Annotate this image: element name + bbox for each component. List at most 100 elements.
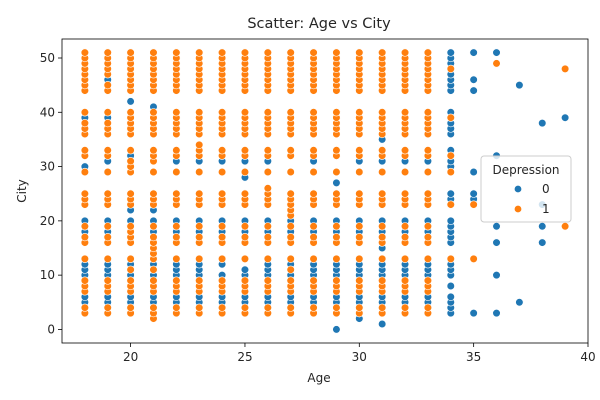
data-point-series-1	[240, 254, 250, 263]
data-point-series-1	[240, 146, 250, 155]
data-point-series-0	[515, 81, 524, 90]
legend-label-1: 1	[542, 202, 550, 216]
data-point-series-1	[240, 276, 250, 285]
data-point-series-1	[263, 276, 272, 285]
data-point-series-1	[378, 303, 387, 312]
data-point-series-1	[80, 146, 89, 155]
data-point-series-1	[423, 146, 433, 155]
data-point-series-1	[103, 303, 112, 312]
data-point-series-0	[492, 48, 501, 57]
data-point-series-1	[195, 254, 204, 263]
data-point-series-1	[469, 254, 478, 263]
legend-title: Depression	[492, 163, 559, 177]
data-point-series-0	[332, 178, 341, 187]
data-point-series-1	[355, 233, 364, 242]
data-point-series-1	[332, 167, 341, 177]
data-point-series-1	[561, 64, 570, 73]
data-point-series-1	[172, 189, 181, 198]
data-point-series-1	[332, 48, 341, 57]
data-point-series-1	[172, 167, 181, 177]
data-point-series-1	[80, 254, 89, 263]
data-point-series-1	[355, 222, 364, 231]
data-point-series-1	[195, 189, 204, 198]
data-point-series-0	[469, 86, 478, 95]
data-point-series-0	[492, 222, 501, 231]
legend: Depression 0 1	[480, 155, 572, 223]
data-point-series-1	[240, 167, 250, 177]
x-tick-label: 35	[466, 350, 481, 364]
data-point-series-1	[286, 146, 295, 155]
x-tick-label: 40	[580, 350, 595, 364]
data-point-series-1	[263, 48, 272, 57]
data-point-series-1	[126, 108, 135, 117]
data-point-series-1	[217, 303, 227, 312]
data-point-series-1	[286, 108, 295, 117]
data-point-series-1	[149, 276, 158, 285]
data-point-series-1	[195, 108, 204, 117]
data-point-series-1	[423, 276, 433, 285]
data-point-series-1	[286, 303, 295, 312]
data-point-series-1	[172, 254, 181, 263]
data-point-series-1	[332, 189, 341, 198]
data-point-series-1	[446, 254, 455, 263]
data-point-series-1	[195, 233, 204, 242]
y-tick-label: 30	[40, 160, 55, 174]
data-point-series-1	[309, 146, 318, 155]
data-point-series-1	[195, 140, 204, 149]
data-point-series-1	[149, 189, 158, 198]
legend-marker-1	[513, 204, 523, 214]
data-point-series-1	[423, 222, 433, 231]
y-tick-label: 10	[40, 268, 55, 282]
data-point-series-1	[378, 233, 387, 242]
data-point-series-1	[423, 48, 433, 57]
data-point-series-1	[126, 157, 135, 166]
data-point-series-0	[332, 325, 341, 334]
data-point-series-0	[446, 216, 455, 225]
data-point-series-1	[286, 189, 295, 198]
data-point-series-0	[446, 48, 455, 57]
data-point-series-1	[103, 222, 112, 231]
data-point-series-1	[103, 189, 112, 198]
data-point-series-1	[400, 233, 410, 242]
data-point-series-1	[423, 303, 433, 312]
data-point-series-1	[378, 167, 387, 177]
data-point-series-1	[423, 189, 433, 198]
data-point-series-1	[80, 233, 89, 242]
data-point-series-1	[103, 146, 112, 155]
data-point-series-1	[172, 108, 181, 117]
data-point-series-1	[400, 222, 410, 231]
data-point-series-1	[149, 233, 158, 242]
data-point-series-1	[355, 146, 364, 155]
data-point-series-1	[195, 276, 204, 285]
data-point-series-1	[240, 189, 250, 198]
data-point-series-1	[378, 189, 387, 198]
data-point-series-0	[469, 167, 478, 177]
data-point-series-1	[446, 151, 455, 160]
data-point-series-0	[126, 97, 135, 106]
data-point-series-1	[400, 167, 410, 177]
data-point-series-1	[286, 254, 295, 263]
data-point-series-1	[80, 303, 89, 312]
y-tick-label: 0	[47, 322, 55, 336]
data-point-series-0	[469, 189, 478, 198]
data-point-series-1	[195, 303, 204, 312]
chart-title: Scatter: Age vs City	[247, 16, 391, 32]
data-point-series-0	[240, 265, 250, 274]
data-point-series-1	[263, 184, 272, 193]
data-point-series-0	[469, 48, 478, 57]
data-point-series-1	[423, 108, 433, 117]
data-point-series-1	[309, 189, 318, 198]
data-point-series-0	[469, 309, 478, 318]
data-point-series-1	[195, 222, 204, 231]
data-point-series-1	[423, 233, 433, 242]
data-point-series-1	[103, 81, 112, 90]
data-point-series-1	[103, 119, 112, 128]
data-point-series-1	[240, 222, 250, 231]
data-point-series-1	[446, 167, 455, 177]
data-point-series-0	[378, 319, 387, 329]
data-point-series-1	[217, 276, 227, 285]
legend-box	[480, 155, 572, 223]
data-point-series-1	[309, 303, 318, 312]
data-point-series-1	[103, 233, 112, 242]
points-layer	[80, 48, 570, 334]
